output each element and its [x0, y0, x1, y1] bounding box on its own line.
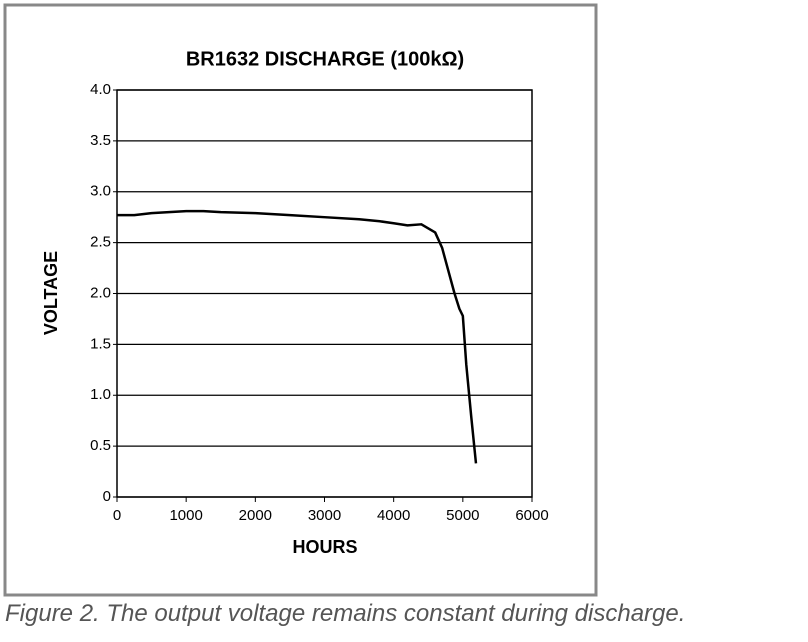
x-tick-label: 6000: [515, 507, 548, 524]
caption: Figure 2. The output voltage remains con…: [5, 600, 686, 627]
chart: BR1632 DISCHARGE (100kΩ) HOURS VOLTAGE 0…: [3, 3, 598, 597]
y-tick-label: 4.0: [90, 81, 111, 98]
x-tick-label: 5000: [446, 507, 479, 524]
x-axis-label: HOURS: [292, 537, 357, 557]
data-line: [117, 209, 478, 464]
y-tick-label: 1.5: [90, 335, 111, 352]
y-tick-label: 3.0: [90, 183, 111, 200]
y-tick-label: 0: [103, 488, 111, 505]
x-tick-label: 4000: [377, 507, 410, 524]
y-tick-label: 3.5: [90, 132, 111, 149]
y-tick-label: 0.5: [90, 437, 111, 454]
x-tick-label: 0: [113, 507, 121, 524]
y-tick-label: 2.0: [90, 284, 111, 301]
x-tick-label: 1000: [169, 507, 202, 524]
y-axis-label: VOLTAGE: [41, 251, 61, 335]
chart-title: BR1632 DISCHARGE (100kΩ): [186, 48, 464, 70]
x-tick-label: 2000: [239, 507, 272, 524]
x-tick-label: 3000: [308, 507, 341, 524]
y-tick-label: 2.5: [90, 234, 111, 251]
y-tick-label: 1.0: [90, 386, 111, 403]
